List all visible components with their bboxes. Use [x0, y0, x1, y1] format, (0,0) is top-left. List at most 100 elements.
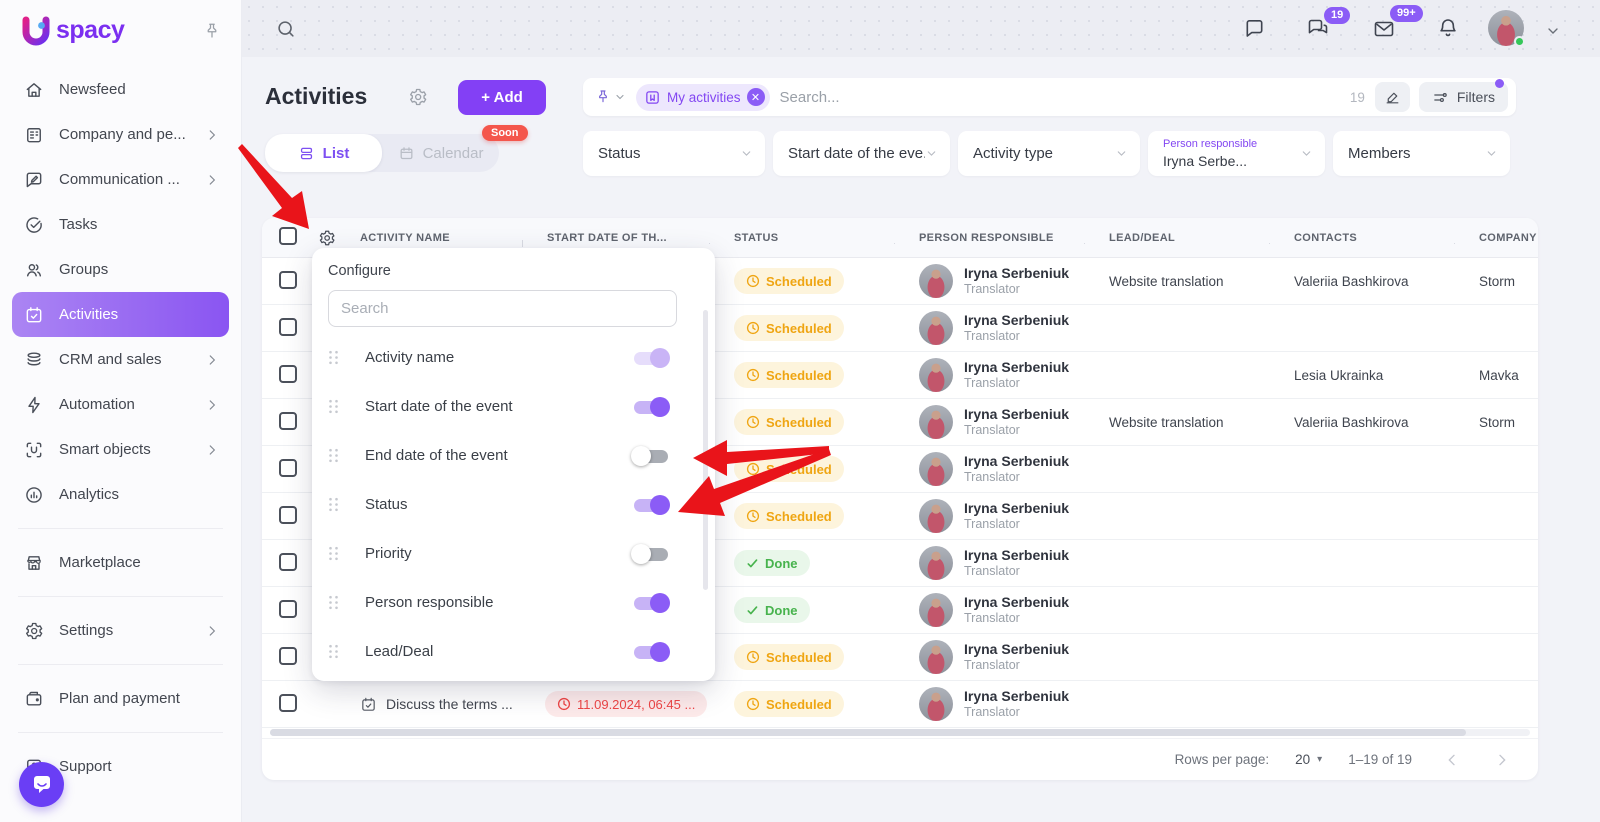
- sidebar-item-plan-payment[interactable]: Plan and payment: [12, 676, 229, 721]
- avatar: [919, 593, 953, 627]
- toggle-status[interactable]: [632, 494, 670, 515]
- activity-name[interactable]: Discuss the terms ...: [386, 696, 513, 712]
- table-row[interactable]: Scheduled Iryna Serbeniuk Translator Lesi…: [262, 352, 1538, 399]
- table-row[interactable]: Done Iryna Serbeniuk Translator: [262, 540, 1538, 587]
- sidebar-item-automation[interactable]: Automation: [12, 382, 229, 427]
- sidebar-nav: Newsfeed Company and pe... Communication…: [0, 57, 241, 789]
- contacts-cell: Valeriia Bashkirova: [1294, 414, 1409, 430]
- mail-button[interactable]: [1372, 17, 1396, 41]
- row-checkbox[interactable]: [279, 458, 297, 477]
- global-search-button[interactable]: [275, 18, 297, 40]
- page-title: Activities: [265, 83, 368, 109]
- notifications-button[interactable]: [1436, 16, 1460, 40]
- configure-item: Start date of the event: [328, 382, 715, 431]
- avatar: [919, 640, 953, 674]
- filter-members[interactable]: Members: [1333, 131, 1510, 176]
- toggle-activity-name[interactable]: [632, 347, 670, 368]
- filters-button[interactable]: Filters: [1418, 79, 1508, 112]
- col-contacts[interactable]: CONTACTS: [1270, 232, 1455, 244]
- search-input[interactable]: [779, 88, 1350, 106]
- sidebar-item-marketplace[interactable]: Marketplace: [12, 540, 229, 585]
- add-activity-button[interactable]: + Add: [458, 80, 546, 115]
- status-badge: Scheduled: [734, 409, 844, 435]
- col-start-date[interactable]: START DATE OF TH...: [523, 232, 710, 244]
- sidebar-item-newsfeed[interactable]: Newsfeed: [12, 67, 229, 112]
- toggle-person-responsible[interactable]: [632, 592, 670, 613]
- row-checkbox[interactable]: [279, 552, 297, 571]
- feedback-button[interactable]: [1243, 17, 1266, 40]
- sidebar-pin-icon[interactable]: [203, 22, 221, 40]
- table-row[interactable]: Scheduled Iryna Serbeniuk Translator: [262, 634, 1538, 681]
- support-chat-fab[interactable]: [19, 762, 64, 807]
- row-checkbox[interactable]: [279, 505, 297, 524]
- drag-handle-icon[interactable]: [328, 546, 339, 561]
- sidebar-item-tasks[interactable]: Tasks: [12, 202, 229, 247]
- sidebar-item-analytics[interactable]: Analytics: [12, 472, 229, 517]
- profile-menu-button[interactable]: [1545, 23, 1561, 39]
- drag-handle-icon[interactable]: [328, 448, 339, 463]
- configure-item: Activity name: [328, 333, 715, 382]
- row-checkbox[interactable]: [279, 693, 297, 712]
- avatar: [919, 687, 953, 721]
- col-lead-deal[interactable]: LEAD/DEAL: [1085, 232, 1270, 244]
- status-badge: Scheduled: [734, 456, 844, 482]
- uspacy-logo[interactable]: spacy: [18, 13, 125, 49]
- row-checkbox[interactable]: [279, 599, 297, 618]
- popup-scrollbar-thumb[interactable]: [703, 310, 708, 590]
- drag-handle-icon[interactable]: [328, 399, 339, 414]
- filter-person-responsible[interactable]: Person responsible Iryna Serbe...: [1148, 131, 1325, 176]
- clock-icon: [746, 415, 760, 429]
- chip-remove-icon[interactable]: ✕: [746, 88, 765, 106]
- col-activity-name[interactable]: ACTIVITY NAME: [360, 231, 450, 244]
- row-checkbox[interactable]: [279, 646, 297, 665]
- col-status[interactable]: STATUS: [710, 232, 895, 244]
- next-page-button[interactable]: [1494, 752, 1510, 768]
- table-row[interactable]: Done Iryna Serbeniuk Translator: [262, 587, 1538, 634]
- my-activities-chip[interactable]: My activities ✕: [636, 83, 770, 111]
- view-toggle-calendar[interactable]: Calendar: [382, 134, 499, 172]
- prev-page-button[interactable]: [1444, 752, 1460, 768]
- table-row[interactable]: Scheduled Iryna Serbeniuk Translator: [262, 305, 1538, 352]
- saved-filters-pin-button[interactable]: [595, 89, 626, 105]
- sidebar-item-communication[interactable]: Communication ...: [12, 157, 229, 202]
- drag-handle-icon[interactable]: [328, 595, 339, 610]
- filter-status[interactable]: Status: [583, 131, 765, 176]
- toggle-end-date[interactable]: [631, 445, 670, 466]
- clock-icon: [746, 650, 760, 664]
- row-checkbox[interactable]: [279, 411, 297, 430]
- sidebar-item-company[interactable]: Company and pe...: [12, 112, 229, 157]
- table-row[interactable]: Scheduled Iryna Serbeniuk Translator Webs…: [262, 258, 1538, 305]
- toggle-start-date[interactable]: [632, 396, 670, 417]
- row-checkbox[interactable]: [279, 317, 297, 336]
- filter-start-date[interactable]: Start date of the eve...: [773, 131, 950, 176]
- rows-per-page-select[interactable]: 20 ▾: [1295, 752, 1323, 767]
- page-settings-gear[interactable]: [408, 87, 428, 107]
- row-checkbox[interactable]: [279, 270, 297, 289]
- table-row[interactable]: Scheduled Iryna Serbeniuk Translator Webs…: [262, 399, 1538, 446]
- filter-status-label: Status: [598, 145, 641, 162]
- configure-search-input[interactable]: [328, 290, 677, 327]
- sidebar-item-activities[interactable]: Activities: [12, 292, 229, 337]
- view-toggle-list[interactable]: List: [265, 134, 382, 172]
- table-row[interactable]: Discuss the terms ... 11.09.2024, 06:45 …: [262, 681, 1538, 728]
- filter-activity-type[interactable]: Activity type: [958, 131, 1140, 176]
- sidebar-item-smart-objects[interactable]: Smart objects: [12, 427, 229, 472]
- row-checkbox[interactable]: [279, 364, 297, 383]
- select-all-checkbox[interactable]: [279, 227, 297, 245]
- drag-handle-icon[interactable]: [328, 497, 339, 512]
- table-configure-gear[interactable]: [318, 229, 336, 247]
- drag-handle-icon[interactable]: [328, 644, 339, 659]
- gear-icon: [319, 230, 335, 245]
- drag-handle-icon[interactable]: [328, 350, 339, 365]
- sidebar-item-settings[interactable]: Settings: [12, 608, 229, 653]
- toggle-lead-deal[interactable]: [632, 641, 670, 662]
- sidebar-item-crm[interactable]: CRM and sales: [12, 337, 229, 382]
- col-company[interactable]: COMPANY: [1479, 231, 1537, 244]
- sidebar-item-groups[interactable]: Groups: [12, 247, 229, 292]
- messenger-button[interactable]: [1306, 17, 1330, 41]
- clear-search-button[interactable]: [1374, 82, 1410, 112]
- col-person-responsible[interactable]: PERSON RESPONSIBLE: [895, 232, 1085, 244]
- configure-list: Activity name Start date of the event En…: [328, 333, 715, 676]
- horizontal-scrollbar-thumb[interactable]: [270, 729, 1466, 736]
- toggle-priority[interactable]: [631, 543, 670, 564]
